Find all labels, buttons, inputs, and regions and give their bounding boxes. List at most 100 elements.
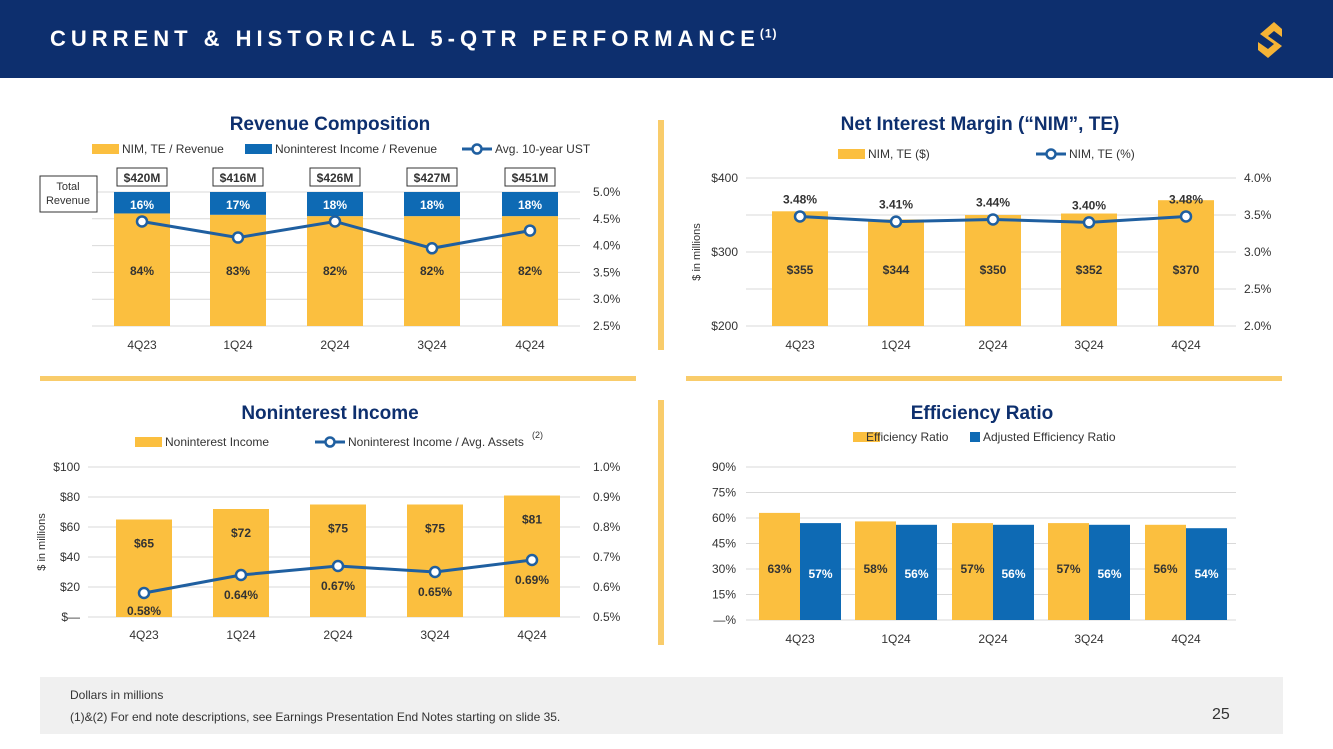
total-revenue-box <box>39 175 98 213</box>
total-label-4q24: $451M <box>512 171 549 185</box>
data-label-noninterest-4q24: $81 <box>522 513 542 527</box>
data-label-ratio-1q24: 0.64% <box>224 588 258 602</box>
chart-title: Net Interest Margin (“NIM”, TE) <box>841 114 1120 135</box>
data-label-efficiency-2q24: 57% <box>960 562 984 576</box>
bar-noninterest-revenue-4q24 <box>502 192 558 217</box>
data-label-adjusted-2q24: 56% <box>1001 567 1025 581</box>
left-axis-tick-label: $200 <box>711 319 738 333</box>
data-label-efficiency-4q23: 63% <box>767 562 791 576</box>
legend-swatch-noninterest-income-revenue <box>245 144 272 154</box>
bar-adjusted-efficiency-3q24 <box>1089 524 1130 620</box>
data-label-nim-4q24: 82% <box>518 264 542 278</box>
data-label-ratio-4q24: 0.69% <box>515 573 549 587</box>
bar-nim-3q24 <box>1061 213 1117 326</box>
horizontal-divider-left <box>40 376 636 381</box>
data-label-efficiency-4q24: 56% <box>1153 562 1177 576</box>
bar-nim-2q24 <box>965 215 1021 326</box>
data-label-noninterest-1q24: 17% <box>226 198 250 212</box>
bar-nim-4q23 <box>772 211 828 326</box>
left-axis-tick-label: $400 <box>711 171 738 185</box>
footnote-endnotes: (1)&(2) For end note descriptions, see E… <box>70 710 561 724</box>
x-tick-label-4q23: 4Q23 <box>127 338 157 352</box>
footer-notes: Dollars in millions (1)&(2) For end note… <box>40 677 1283 734</box>
x-tick-label-4q23: 4Q23 <box>785 632 815 646</box>
x-tick-label-3q24: 3Q24 <box>1074 338 1104 352</box>
data-label-nim-dollars-1q24: $344 <box>883 263 910 277</box>
left-axis-tick-label: 75% <box>712 486 736 500</box>
x-tick-label-3q24: 3Q24 <box>1074 632 1104 646</box>
right-axis-tick-label: 0.5% <box>593 610 621 624</box>
total-revenue-label-line2: Revenue <box>46 195 90 207</box>
data-label-nim-pct-2q24: 3.44% <box>976 195 1010 209</box>
data-label-ratio-3q24: 0.65% <box>418 585 452 599</box>
total-revenue-label-line1: Total <box>56 181 79 193</box>
x-tick-label-4q24: 4Q24 <box>517 628 547 642</box>
data-label-noninterest-3q24: $75 <box>425 522 445 536</box>
right-axis-tick-label: 0.8% <box>593 520 621 534</box>
legend-label-nim-te: NIM, TE ($) <box>868 147 930 161</box>
data-label-noninterest-1q24: $72 <box>231 526 251 540</box>
left-axis-tick-label: 90% <box>712 460 736 474</box>
data-label-ratio-2q24: 0.67% <box>321 579 355 593</box>
data-label-noninterest-3q24: 18% <box>420 198 444 212</box>
bar-adjusted-efficiency-1q24 <box>896 524 937 620</box>
bar-adjusted-efficiency-4q24 <box>1186 528 1227 620</box>
x-tick-label-1q24: 1Q24 <box>223 338 253 352</box>
vertical-divider-bottom <box>658 400 664 645</box>
x-tick-label-1q24: 1Q24 <box>881 338 911 352</box>
left-axis-tick-label: 15% <box>712 588 736 602</box>
data-label-efficiency-1q24: 58% <box>863 562 887 576</box>
total-label-4q23: $420M <box>124 171 161 185</box>
data-label-efficiency-3q24: 57% <box>1056 562 1080 576</box>
x-tick-label-1q24: 1Q24 <box>226 628 256 642</box>
header-bar: CURRENT & HISTORICAL 5-QTR PERFORMANCE(1… <box>0 0 1333 78</box>
vertical-divider-top <box>658 120 664 350</box>
right-axis-tick-label: 4.0% <box>1244 171 1272 185</box>
bar-nim-revenue-4q23 <box>114 213 170 326</box>
net-interest-margin-chart: Net Interest Margin (“NIM”, TE) NIM, TE (… <box>691 114 1272 352</box>
bar-efficiency-3q24 <box>1048 523 1089 620</box>
data-label-noninterest-4q23: 16% <box>130 198 154 212</box>
legend-swatch-adjusted-efficiency-ratio <box>970 432 980 442</box>
right-axis-tick-label: 0.7% <box>593 550 621 564</box>
page-title: CURRENT & HISTORICAL 5-QTR PERFORMANCE(1… <box>50 26 778 52</box>
line-point-5 <box>525 553 539 567</box>
data-label-nim-dollars-3q24: $352 <box>1076 263 1103 277</box>
bar-noninterest-revenue-4q23 <box>114 192 170 214</box>
chart-title: Efficiency Ratio <box>911 403 1054 424</box>
total-box-1q24 <box>212 167 264 187</box>
left-axis-tick-label: $100 <box>53 460 80 474</box>
right-axis-tick-label: 5.0% <box>593 185 621 199</box>
line-point-3 <box>328 215 342 228</box>
bar-efficiency-4q24 <box>1145 524 1186 620</box>
page-number: 25 <box>1212 706 1230 723</box>
right-axis-tick-label: 1.0% <box>593 460 621 474</box>
bar-efficiency-2q24 <box>952 523 993 620</box>
x-tick-label-4q24: 4Q24 <box>1171 632 1201 646</box>
legend-label-adjusted-efficiency-ratio: Adjusted Efficiency Ratio <box>983 430 1116 444</box>
total-box-2q24 <box>309 167 361 187</box>
x-tick-label-4q23: 4Q23 <box>129 628 159 642</box>
total-box-4q23 <box>116 167 168 187</box>
x-tick-label-3q24: 3Q24 <box>417 338 447 352</box>
data-label-noninterest-4q24: 18% <box>518 198 542 212</box>
chart-title: Revenue Composition <box>230 114 431 135</box>
bar-noninterest-revenue-1q24 <box>210 192 266 215</box>
x-tick-label-2q24: 2Q24 <box>323 628 353 642</box>
legend-label-noninterest-income-avg-assets: Noninterest Income / Avg. Assets <box>348 435 524 449</box>
legend-label-noninterest-income-revenue: Noninterest Income / Revenue <box>275 142 437 156</box>
line-point-3 <box>331 559 345 573</box>
line-point-4 <box>1082 216 1096 229</box>
title-footnote-marker: (1) <box>759 26 778 41</box>
left-axis-tick-label: 45% <box>712 537 736 551</box>
right-axis-tick-label: 2.5% <box>1244 282 1272 296</box>
right-axis-tick-label: 3.0% <box>1244 245 1272 259</box>
left-axis-tick-label: $300 <box>711 245 738 259</box>
data-label-noninterest-4q23: $65 <box>134 537 154 551</box>
bar-adjusted-efficiency-2q24 <box>993 524 1034 620</box>
legend-label-efficiency-ratio: Efficiency Ratio <box>866 430 949 444</box>
right-axis-tick-label: 4.5% <box>593 212 621 226</box>
right-axis-tick-label: 0.9% <box>593 490 621 504</box>
right-axis-tick-label: 3.5% <box>1244 208 1272 222</box>
line-point-1 <box>793 210 807 223</box>
